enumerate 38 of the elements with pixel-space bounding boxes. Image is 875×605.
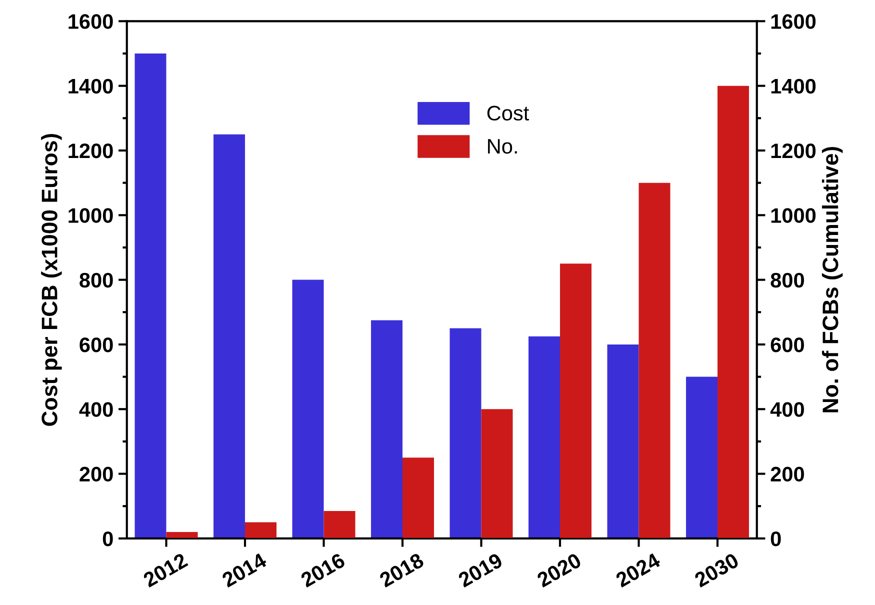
y-tick-label: 600	[80, 337, 113, 352]
y-axis-title: Cost per FCB (x1000 Euros)	[41, 134, 62, 426]
x-tick-label: 2016	[300, 552, 346, 588]
bar	[214, 134, 245, 538]
y-tick-label: 1000	[68, 208, 113, 223]
bar	[292, 280, 324, 538]
y2-tick-label: 600	[770, 337, 804, 352]
y-tick-label: 800	[80, 272, 113, 288]
y-tick-label: 0	[102, 531, 113, 546]
y2-tick-label: 400	[770, 402, 804, 417]
y2-tick-label: 200	[770, 466, 804, 482]
y2-tick-label: 1000	[771, 208, 816, 223]
y2-tick-label: 0	[770, 531, 781, 546]
y2-tick-label: 1200	[771, 143, 816, 158]
bar	[324, 510, 356, 538]
y2-axis-title: No. of FCBs (Cumulative)	[822, 146, 843, 412]
legend-label: No.	[488, 139, 517, 154]
y-tick-label: 1600	[68, 14, 113, 29]
bar	[166, 532, 198, 538]
y-tick-label: 1200	[68, 143, 113, 158]
bar	[371, 320, 402, 538]
y-tick-label: 200	[80, 466, 113, 482]
x-tick-label: 2014	[220, 552, 268, 588]
bar	[134, 54, 166, 538]
legend-label: Cost	[487, 106, 530, 121]
y-tick-label: 400	[79, 402, 113, 417]
bar	[245, 522, 276, 538]
x-tick-label: 2024	[614, 552, 662, 588]
y2-tick-label: 1600	[771, 14, 816, 29]
bar	[718, 86, 749, 538]
x-tick-label: 2018	[378, 552, 425, 588]
x-tick-label: 2030	[693, 552, 740, 588]
x-tick-label: 2019	[457, 552, 504, 588]
x-tick-label: 2020	[536, 552, 582, 588]
x-tick-label: 2012	[142, 552, 188, 588]
y2-tick-label: 800	[770, 272, 804, 288]
y2-tick-label: 1400	[771, 78, 816, 94]
y-tick-label: 1400	[68, 78, 113, 94]
